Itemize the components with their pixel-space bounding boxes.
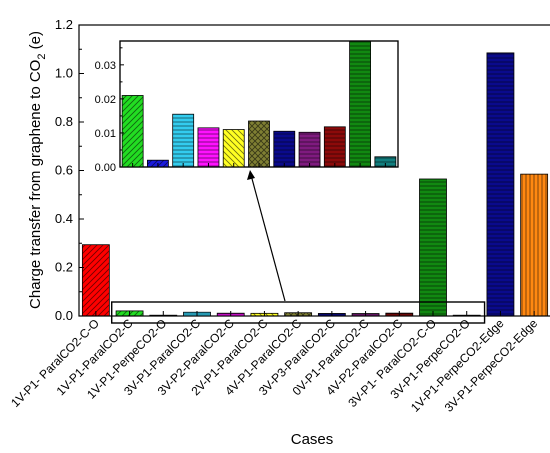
inset-y-tick-label: 0.03 bbox=[95, 60, 116, 72]
bar-pattern-13 bbox=[486, 52, 514, 316]
inset-bar-pattern-5 bbox=[223, 129, 245, 167]
zoom-arrow-head bbox=[247, 170, 255, 180]
inset-bar-pattern-3 bbox=[172, 114, 194, 167]
inset-bar-pattern-10 bbox=[349, 41, 371, 167]
y-tick-label: 0.4 bbox=[55, 211, 73, 226]
y-tick-label: 0.2 bbox=[55, 260, 73, 275]
y-tick-label: 0.8 bbox=[55, 114, 73, 129]
inset-y-tick-label: 0.01 bbox=[95, 128, 116, 140]
y-tick-label: 0.0 bbox=[55, 308, 73, 323]
inset-bar-pattern-9 bbox=[324, 126, 346, 167]
inset-y-tick-label: 0.00 bbox=[95, 162, 116, 174]
inset-y-tick-label: 0.02 bbox=[95, 94, 116, 106]
inset-bar-pattern-8 bbox=[299, 132, 321, 167]
inset-bar-pattern-6 bbox=[248, 121, 270, 167]
y-tick-label: 1.2 bbox=[55, 17, 73, 32]
zoom-region-box bbox=[111, 301, 486, 324]
y-axis-title: Charge transfer from graphene to CO2 (e) bbox=[27, 31, 48, 309]
inset-bar-pattern-4 bbox=[197, 127, 219, 167]
inset-bar-pattern-1 bbox=[122, 95, 144, 167]
inset-bar-pattern-11 bbox=[374, 156, 396, 167]
inset-plot-area: 0.00 0.01 0.02 0.03 bbox=[95, 40, 399, 302]
zoom-arrow bbox=[250, 174, 286, 302]
y-tick-label: 1.0 bbox=[55, 66, 73, 81]
bar-pattern-14 bbox=[520, 174, 548, 316]
y-tick-label: 0.6 bbox=[55, 163, 73, 178]
bar-pattern-11 bbox=[419, 178, 447, 316]
bar-pattern-1 bbox=[82, 244, 110, 316]
inset-bar-pattern-7 bbox=[273, 131, 295, 167]
x-axis-title: Cases bbox=[291, 431, 334, 448]
